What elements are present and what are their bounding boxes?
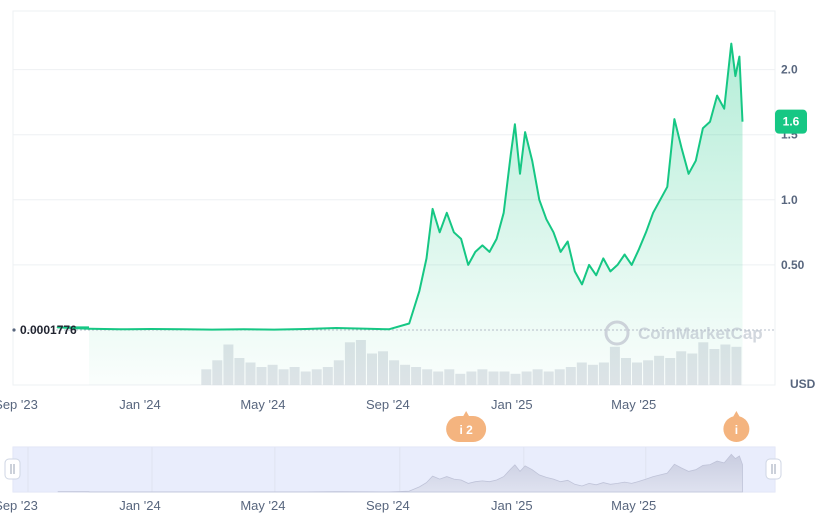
- current-price-tag: 1.6: [775, 109, 807, 134]
- currency-label: USD: [790, 377, 816, 391]
- baseline-dot: [12, 328, 16, 332]
- y-tick-label: 1.0: [781, 193, 798, 207]
- event-marker-label: i 2: [459, 423, 473, 437]
- event-markers[interactable]: i 2 i: [446, 411, 750, 442]
- navigator-x-tick-label: May '24: [240, 498, 285, 513]
- coinmarketcap-logo-icon: [604, 320, 630, 346]
- coinmarketcap-watermark: CoinMarketCap: [604, 320, 763, 346]
- navigator-x-tick-label: Jan '25: [491, 498, 533, 513]
- x-axis: Sep '23 Jan '24 May '24 Sep '24 Jan '25 May '…: [0, 397, 656, 412]
- x-tick-label: Sep '23: [0, 397, 38, 412]
- navigator-x-tick-label: Sep '23: [0, 498, 38, 513]
- event-marker-label: i: [735, 423, 738, 437]
- range-navigator[interactable]: [4, 446, 782, 493]
- navigator-x-tick-label: Sep '24: [366, 498, 410, 513]
- current-price-label: 1.6: [783, 115, 800, 129]
- price-area: [57, 43, 743, 385]
- watermark-text: CoinMarketCap: [638, 324, 763, 343]
- y-tick-label: 0.50: [781, 258, 805, 272]
- event-marker[interactable]: i: [723, 411, 750, 442]
- x-tick-label: May '25: [611, 397, 656, 412]
- navigator-right-handle[interactable]: [765, 458, 782, 480]
- y-axis: 0.501.01.52.0: [781, 63, 805, 272]
- navigator-left-handle[interactable]: [4, 458, 21, 480]
- y-tick-label: 2.0: [781, 63, 798, 77]
- navigator-x-tick-label: Jan '24: [119, 498, 161, 513]
- event-marker[interactable]: i 2: [446, 411, 487, 442]
- navigator-area: [57, 453, 743, 493]
- x-tick-label: May '24: [240, 397, 285, 412]
- navigator-x-axis: Sep '23 Jan '24 May '24 Sep '24 Jan '25 May '…: [0, 498, 656, 513]
- x-tick-label: Sep '24: [366, 397, 410, 412]
- baseline-label: 0.0001776: [20, 323, 77, 337]
- x-tick-label: Jan '24: [119, 397, 161, 412]
- navigator-x-tick-label: May '25: [611, 498, 656, 513]
- x-tick-label: Jan '25: [491, 397, 533, 412]
- price-line: [56, 42, 744, 331]
